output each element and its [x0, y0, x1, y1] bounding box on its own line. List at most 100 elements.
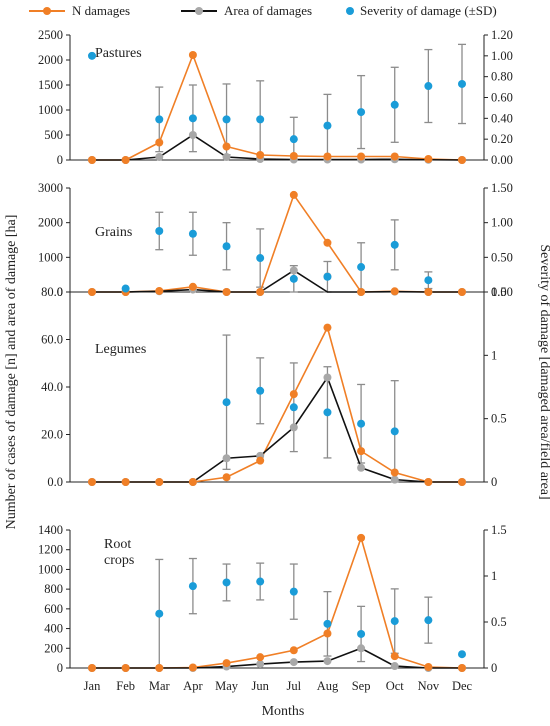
n-damages-line — [92, 535, 463, 669]
severity-point — [323, 619, 332, 628]
n-damages-point — [357, 447, 366, 456]
severity-point — [357, 419, 366, 428]
legend-area-label: Area of damages — [224, 3, 312, 18]
severity-point — [222, 242, 231, 251]
n-damages-point — [256, 456, 265, 465]
left-tick-label: 400 — [44, 622, 63, 636]
n-damages-point — [222, 142, 231, 151]
x-tick-label: Aug — [317, 679, 339, 693]
legend: N damages Area of damages Severity of da… — [29, 3, 497, 18]
area-point — [256, 660, 265, 669]
n-damages-line — [92, 52, 463, 161]
area-point — [222, 454, 231, 463]
n-damages-point — [323, 629, 332, 638]
n-damages-point — [424, 155, 433, 163]
n-damages-point — [390, 652, 399, 661]
severity-point — [256, 577, 265, 586]
area-line — [92, 269, 462, 293]
right-tick-label: 0.80 — [491, 70, 513, 84]
area-point — [323, 373, 332, 382]
left-tick-label: 1000 — [38, 250, 63, 264]
panel-title: Root — [104, 537, 131, 552]
right-tick-label: 0 — [491, 661, 497, 675]
n-damages-point — [289, 190, 298, 199]
panel-title: crops — [104, 553, 134, 568]
severity-point — [424, 616, 433, 625]
n-damages-point — [357, 288, 366, 296]
left-tick-label: 1000 — [38, 103, 63, 117]
n-damages-point — [121, 478, 130, 486]
right-tick-label: 1 — [491, 569, 497, 583]
x-axis-title: Months — [262, 704, 305, 719]
panels: 050010001500200025000.000.200.400.600.80… — [38, 28, 513, 693]
right-tick-label: 0.5 — [491, 412, 507, 426]
area-point — [289, 658, 298, 667]
right-tick-label: 1 — [491, 348, 497, 362]
left-tick-label: 500 — [44, 128, 63, 142]
x-tick-label: Apr — [183, 679, 203, 693]
area-point — [155, 153, 164, 161]
right-tick-label: 0.50 — [491, 250, 513, 264]
n-damages-point — [323, 238, 332, 247]
right-tick-label: 0.00 — [491, 153, 513, 167]
severity-point — [289, 274, 298, 283]
right-tick-label: 0.5 — [491, 615, 507, 629]
n-damages-point — [390, 287, 399, 296]
x-tick-label: Nov — [418, 679, 440, 693]
n-damages-point — [222, 659, 231, 668]
n-damages-point — [155, 478, 164, 486]
severity-point — [222, 578, 231, 587]
left-tick-label: 1200 — [38, 543, 63, 557]
severity-point — [88, 51, 96, 60]
severity-point — [222, 398, 231, 407]
left-tick-label: 200 — [44, 641, 63, 655]
left-tick-label: 0.0 — [47, 475, 63, 489]
area-point — [390, 475, 399, 484]
n-damages-point — [188, 663, 197, 672]
n-damages-point — [289, 152, 298, 160]
left-tick-label: 1500 — [38, 78, 63, 92]
n-damages-point — [458, 288, 466, 296]
left-tick-label: 80.0 — [41, 285, 63, 299]
n-damages-point — [323, 152, 332, 161]
area-line — [92, 647, 462, 669]
y-axis-right-title: Severity of damage [damaged area/field a… — [537, 244, 550, 499]
x-tick-label: Feb — [116, 679, 135, 693]
left-tick-label: 60.0 — [41, 333, 63, 347]
n-damages-point — [458, 156, 466, 164]
n-damages-point — [188, 282, 197, 291]
n-damages-point — [88, 288, 96, 296]
y-axis-left-title: Number of cases of damage [n] and area o… — [4, 215, 19, 530]
right-tick-label: 1.00 — [491, 49, 513, 63]
x-tick-label: Jan — [84, 679, 101, 693]
right-tick-label: 1.5 — [491, 523, 507, 537]
panel-title: Legumes — [95, 342, 146, 357]
panel-title: Pastures — [95, 46, 142, 61]
x-tick-label: Jun — [251, 679, 269, 693]
area-line — [92, 375, 462, 483]
panel-3: 0 200 400 600 800 1000 1200 1400 0 0.5 1 1.5 Rootcro… — [38, 523, 507, 675]
left-tick-label: 3000 — [38, 181, 63, 195]
left-tick-label: 40.0 — [41, 380, 63, 394]
n-damages-point — [390, 152, 399, 161]
right-tick-label: 0.00 — [491, 285, 513, 299]
right-tick-label: 0.40 — [491, 111, 513, 125]
n-damages-point — [188, 51, 197, 59]
x-tick-label: Sep — [352, 679, 371, 693]
severity-point — [289, 403, 298, 412]
n-damages-line — [92, 193, 462, 293]
right-tick-label: 0.20 — [491, 132, 513, 146]
severity-point — [357, 108, 366, 117]
n-damages-line — [92, 325, 462, 483]
area-point — [188, 131, 197, 139]
n-damages-point — [289, 390, 298, 399]
severity-point — [289, 587, 298, 596]
severity-point — [256, 115, 265, 124]
n-damages-point — [458, 664, 466, 672]
left-tick-label: 0 — [57, 661, 63, 675]
n-damages-point — [323, 323, 332, 332]
n-damages-point — [88, 478, 96, 486]
area-line — [92, 134, 463, 161]
n-damages-point — [458, 478, 466, 486]
